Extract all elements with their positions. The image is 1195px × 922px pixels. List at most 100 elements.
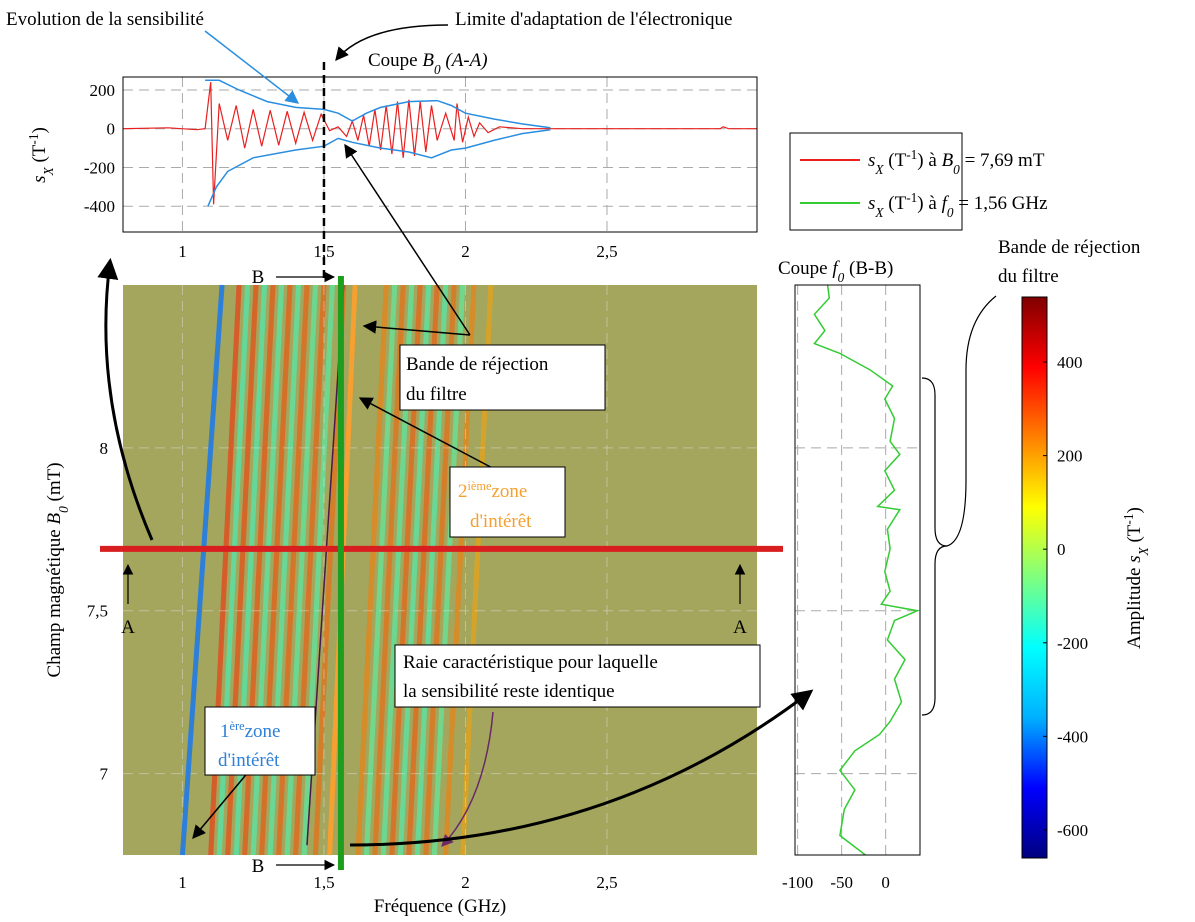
annotation-part: zone (492, 481, 528, 502)
label-part: 0 (56, 506, 71, 513)
legend-part: B (942, 150, 954, 171)
label-part: s (29, 175, 50, 182)
plot-area (795, 285, 920, 855)
colorbar-label: Amplitude sX (T-1) (1121, 507, 1151, 649)
heatmap-stripe (372, 285, 406, 855)
legend-part: = 1,56 GHz (954, 193, 1048, 214)
legend-entry: sX (T-1) à f0 = 1,56 GHz (868, 190, 1048, 220)
label-part: Amplitude (1124, 563, 1145, 649)
colorbar-tick-label: -200 (1057, 634, 1088, 653)
arrow (192, 769, 251, 840)
x-tick-label: 2 (461, 242, 470, 261)
label-part: X (1136, 546, 1151, 556)
heatmap-stripe (380, 285, 415, 855)
x-tick-label: 1,5 (313, 873, 334, 892)
x-tick-label: 2,5 (596, 873, 617, 892)
legend-part: X (874, 162, 884, 177)
legend-part: 0 (947, 205, 954, 220)
label-part: -1 (1121, 514, 1136, 525)
x-tick-label: 2 (461, 873, 470, 892)
label-part: ) (1124, 507, 1145, 513)
annotation-part: 2 (458, 481, 468, 502)
annotation-part: 1 (220, 721, 230, 742)
section-label: B (252, 856, 265, 877)
annotation: du filtre (998, 266, 1059, 287)
title-part: Coupe (368, 50, 422, 71)
colorbar-tick-label: 0 (1057, 540, 1066, 559)
x-tick-label: -100 (782, 873, 813, 892)
annotation: du filtre (406, 384, 467, 405)
heatmap-stripe (423, 285, 457, 855)
top-y-label: sX (T-1) (26, 127, 56, 183)
annotation-box (399, 344, 606, 411)
x-tick-label: 1 (178, 873, 187, 892)
legend-part: s (868, 193, 875, 214)
heatmap-stripe (397, 285, 432, 855)
y-tick-label: 0 (107, 120, 116, 139)
annotation: Bande de réjection (998, 237, 1141, 258)
y-tick-label: 200 (90, 81, 116, 100)
annotation: Raie caractéristique pour laquelle (403, 652, 658, 673)
heatmap-stripe (443, 285, 477, 855)
arrow (358, 397, 501, 473)
legend-part: ) à (917, 150, 941, 171)
arrow (97, 257, 154, 541)
section-label: B (252, 267, 265, 288)
annotation-box (204, 706, 316, 776)
y-tick-label: 7,5 (87, 602, 108, 621)
label-part: ) (29, 127, 50, 133)
legend-part: (T (884, 150, 907, 171)
colorbar-tick-label: -600 (1057, 821, 1088, 840)
title-part: (A-A) (441, 50, 488, 71)
section-label: A (733, 617, 747, 638)
section-label: A (121, 617, 135, 638)
colorbar (1021, 296, 1048, 859)
annotation: Limite d'adaptation de l'électronique (455, 9, 733, 30)
colorbar-tick-label: 200 (1057, 447, 1083, 466)
x-axis-label: Fréquence (GHz) (374, 896, 506, 917)
annotation: Evolution de la sensibilité (6, 9, 204, 30)
series-line (207, 128, 551, 207)
arrow (204, 30, 300, 104)
label-part: -1 (26, 134, 41, 145)
legend-part: -1 (906, 147, 917, 162)
y-tick-label: 7 (100, 765, 109, 784)
x-tick-label: 2,5 (596, 242, 617, 261)
annotation: Bande de réjection (406, 354, 549, 375)
legend-part: = 7,69 mT (960, 150, 1045, 171)
legend-part: -1 (906, 190, 917, 205)
title-part: B (422, 50, 434, 71)
heatmap-stripe (355, 285, 389, 855)
annotation-part: ère (230, 719, 246, 733)
title-part: (B-B) (844, 258, 893, 279)
profile-line (813, 284, 920, 856)
annotation-box (449, 466, 566, 538)
connector (946, 295, 997, 547)
plot-frame (122, 76, 758, 233)
annotation: la sensibilité reste identique (403, 681, 615, 702)
heatmap-stripe (363, 285, 398, 855)
x-tick-label: -50 (830, 873, 853, 892)
title-part: Coupe (778, 258, 832, 279)
zone-line (179, 284, 225, 856)
annotation: d'intérêt (218, 750, 280, 771)
legend-part: s (868, 150, 875, 171)
annotation: 1èrezone (220, 719, 280, 742)
legend-part: X (874, 205, 884, 220)
y-tick-label: 8 (100, 439, 109, 458)
heatmap-stripe (406, 285, 440, 855)
arrow (362, 320, 471, 336)
label-part: (T (1124, 524, 1145, 547)
charts: 11,522,52000-200-40011,522,577,58-100-50… (84, 62, 1088, 892)
side-title: Coupe f0 (B-B) (778, 258, 893, 285)
y-tick-label: -200 (84, 158, 115, 177)
legend: sX (T-1) à B0 = 7,69 mT sX (T-1) à f0 = … (800, 147, 1048, 220)
title-part: f (832, 258, 840, 279)
arrow (349, 689, 814, 847)
y-tick-label: -400 (84, 197, 115, 216)
plot-frame (794, 284, 921, 856)
label-part: (T (29, 144, 50, 167)
heatmap-stripe (460, 285, 494, 855)
